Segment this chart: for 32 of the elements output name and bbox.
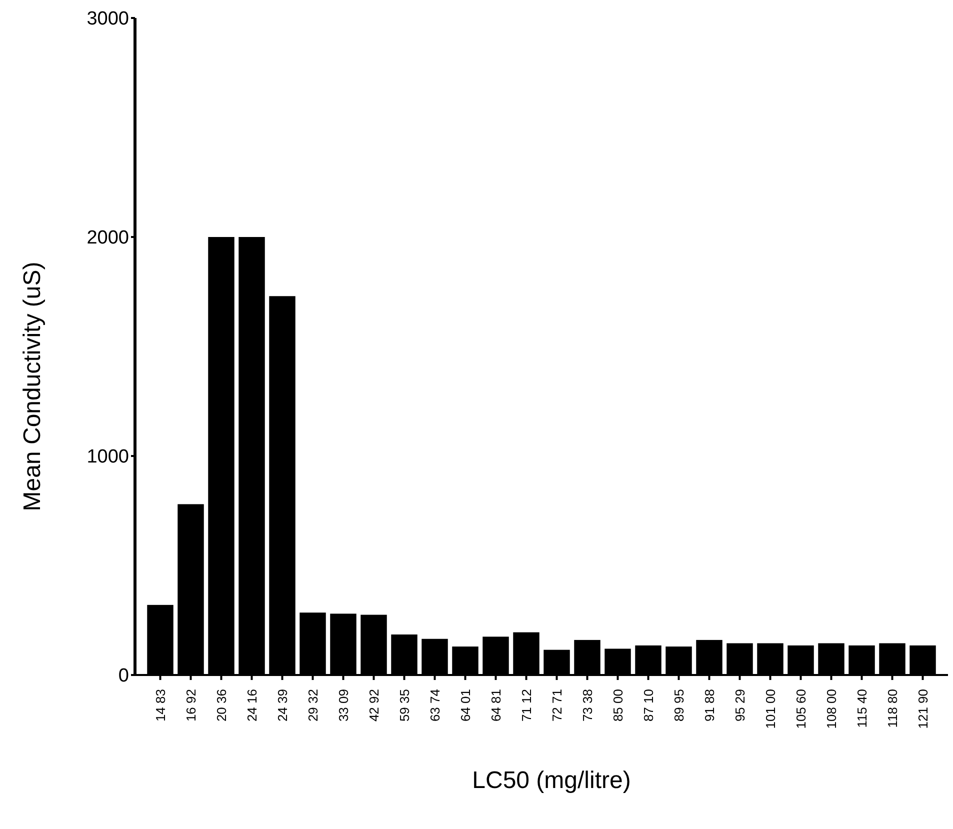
- x-tick-label: 24 16: [244, 689, 260, 722]
- x-tick-label: 87 10: [640, 689, 656, 722]
- y-tick-label: 2000: [86, 228, 129, 249]
- x-tick-label: 71 12: [518, 689, 534, 722]
- x-tick-label: 64 01: [458, 689, 473, 722]
- y-tick-label: 1000: [86, 446, 129, 468]
- x-tick-label: 101 00: [762, 689, 778, 729]
- x-tick-label: 72 71: [549, 689, 564, 722]
- y-axis-title: Mean Conductivity (uS): [19, 262, 46, 512]
- x-tick-label: 16 92: [183, 689, 198, 722]
- x-tick-label: 115 40: [854, 689, 870, 728]
- x-tick-label: 59 35: [396, 689, 412, 722]
- x-tick-label: 20 36: [214, 689, 229, 722]
- x-tick-label: 24 39: [274, 689, 290, 722]
- x-tick-label: 89 95: [671, 689, 686, 722]
- x-tick-label: 42 92: [366, 689, 382, 722]
- x-tick-label: 63 74: [427, 689, 442, 722]
- x-tick-label: 85 00: [610, 689, 626, 722]
- x-tick-label: 91 88: [702, 689, 717, 722]
- x-tick-label: 29 32: [305, 689, 320, 722]
- x-tick-label: 64 81: [488, 689, 504, 722]
- x-tick-label: 73 38: [580, 689, 595, 722]
- x-tick-label: 95 29: [732, 689, 748, 722]
- x-tick-label: 118 80: [884, 689, 900, 728]
- y-tick-label: 0: [118, 666, 129, 687]
- y-tick-label: 3000: [86, 8, 129, 30]
- x-tick-label: 121 90: [915, 689, 930, 729]
- x-tick-label: 33 09: [336, 689, 351, 722]
- x-tick-label: 108 00: [824, 689, 839, 729]
- x-tick-label: 14 83: [152, 689, 168, 722]
- x-axis-title: LC50 (mg/litre): [472, 767, 631, 794]
- x-tick-label: 105 60: [793, 689, 808, 729]
